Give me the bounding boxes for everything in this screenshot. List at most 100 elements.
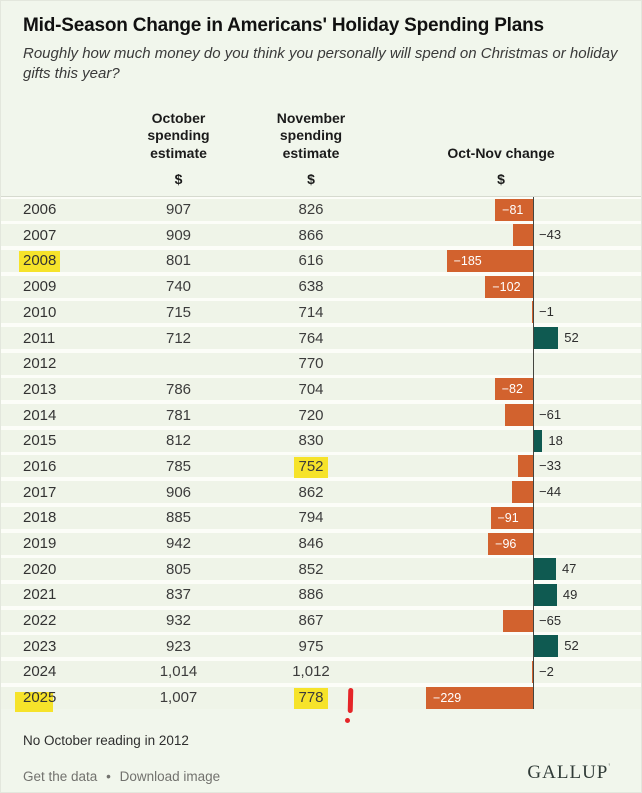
october-value-cell: 909: [165, 226, 192, 244]
get-the-data-link[interactable]: Get the data: [23, 768, 98, 784]
negative-change-bar: −91: [490, 506, 533, 529]
change-bar-cell: 52: [361, 327, 641, 350]
change-value-label: −33: [539, 458, 562, 474]
table-row: 2025 1,007 778 −229: [1, 686, 641, 709]
table-row: 2016 785 752 −33: [1, 455, 641, 478]
year-cell: 2023: [1, 638, 96, 655]
october-value-cell: 837: [165, 586, 192, 604]
november-value: 886: [298, 586, 324, 604]
change-bar-cell: −229: [361, 686, 641, 709]
change-value-label: 47: [561, 561, 577, 577]
table-row: 2022 932 867 −65: [1, 609, 641, 632]
november-value: 862: [298, 483, 324, 501]
october-value-cell: 906: [165, 483, 192, 501]
red-exclamation-annotation: [347, 687, 354, 714]
november-value-cell: 616: [261, 252, 361, 269]
change-value-label: −1: [539, 304, 554, 320]
year-cell: 2008: [1, 252, 96, 269]
october-value-cell: 740: [165, 278, 192, 296]
year-label: 2013: [23, 380, 57, 398]
year-cell: 2016: [1, 458, 96, 475]
november-value: 975: [298, 637, 324, 655]
november-column-header: November spending estimate: [276, 110, 346, 161]
year-label: 2008: [23, 252, 57, 270]
year-label: 2011: [23, 329, 56, 347]
table-row: 2009 740 638 −102: [1, 275, 641, 298]
year-label: 2017: [23, 483, 57, 501]
november-value: 720: [298, 406, 324, 424]
table-row: 2011 712 764 52: [1, 327, 641, 350]
year-label: 2024: [23, 663, 57, 681]
year-label: 2022: [23, 612, 57, 630]
november-value-cell: 638: [261, 278, 361, 295]
footer: Get the data • Download image GALLUP': [23, 762, 611, 784]
november-value: 794: [298, 509, 324, 527]
negative-change-bar: [512, 481, 533, 504]
november-value-cell: 866: [261, 227, 361, 244]
negative-change-bar: [532, 301, 533, 324]
change-bar-cell: 49: [361, 583, 641, 606]
october-value-cell: 942: [165, 535, 192, 553]
year-cell: 2012: [1, 355, 96, 372]
november-value: 826: [298, 201, 324, 219]
chart-subtitle: Roughly how much money do you think you …: [23, 44, 618, 83]
october-value-cell: 715: [165, 303, 192, 321]
change-bar-cell: −33: [361, 455, 641, 478]
trademark-mark: ': [608, 761, 611, 772]
november-value: 1,012: [292, 663, 330, 681]
change-bar-cell: −82: [361, 378, 641, 401]
negative-change-bar: −229: [426, 686, 533, 709]
year-label: 2010: [23, 303, 57, 321]
download-image-link[interactable]: Download image: [119, 768, 221, 784]
negative-change-bar: [504, 404, 533, 427]
november-value: 764: [298, 329, 324, 347]
year-label: 2020: [23, 560, 57, 578]
negative-change-bar: [532, 660, 533, 683]
november-unit: $: [307, 170, 315, 187]
year-label: 2025: [23, 689, 57, 707]
change-bar-cell: 47: [361, 558, 641, 581]
october-value-cell: 1,007: [159, 689, 198, 707]
table-row: 2018 885 794 −91: [1, 506, 641, 529]
positive-change-bar: [534, 558, 556, 581]
november-value-cell: 862: [261, 484, 361, 501]
november-value: 770: [298, 355, 324, 373]
change-bar-cell: −43: [361, 224, 641, 247]
change-bar-cell: −102: [361, 275, 641, 298]
october-value-cell: 805: [165, 560, 192, 578]
link-separator: •: [106, 768, 111, 784]
change-value-label: 49: [562, 586, 578, 602]
year-label: 2016: [23, 457, 57, 475]
change-value-label: −43: [539, 227, 562, 243]
october-value-cell: 785: [165, 457, 192, 475]
november-value-cell: 852: [261, 561, 361, 578]
november-value-cell: 778: [261, 689, 361, 706]
november-value-cell: 975: [261, 638, 361, 655]
red-exclamation-dot: [345, 718, 350, 723]
november-value: 616: [298, 252, 324, 270]
data-table: 2006 907 826 −81 2007 909 866 −43 2008 801 616 −185…: [1, 195, 641, 709]
positive-change-bar: [534, 327, 559, 350]
october-value-cell: 801: [165, 252, 192, 270]
november-value-cell: 764: [261, 330, 361, 347]
year-label: 2014: [23, 406, 57, 424]
october-value-cell: 932: [165, 612, 192, 630]
positive-change-bar: [534, 583, 557, 606]
change-value-label: 52: [564, 330, 579, 346]
change-value-label: −44: [539, 484, 562, 500]
zero-axis-line: [533, 196, 534, 709]
change-bar-cell: −44: [361, 481, 641, 504]
october-unit: $: [174, 170, 183, 187]
unit-row: $ $ $: [1, 172, 641, 186]
negative-change-bar: −81: [495, 198, 533, 221]
october-value-cell: 812: [165, 432, 192, 450]
november-value-cell: 794: [261, 509, 361, 526]
change-value-label: −2: [539, 663, 554, 679]
footer-links: Get the data • Download image: [23, 769, 220, 784]
table-row: 2017 906 862 −44: [1, 481, 641, 504]
change-value-label: −65: [539, 612, 562, 628]
change-bar-cell: 52: [361, 635, 641, 658]
table-row: 2023 923 975 52: [1, 635, 641, 658]
november-value: 778: [298, 689, 324, 707]
november-value: 638: [298, 278, 324, 296]
